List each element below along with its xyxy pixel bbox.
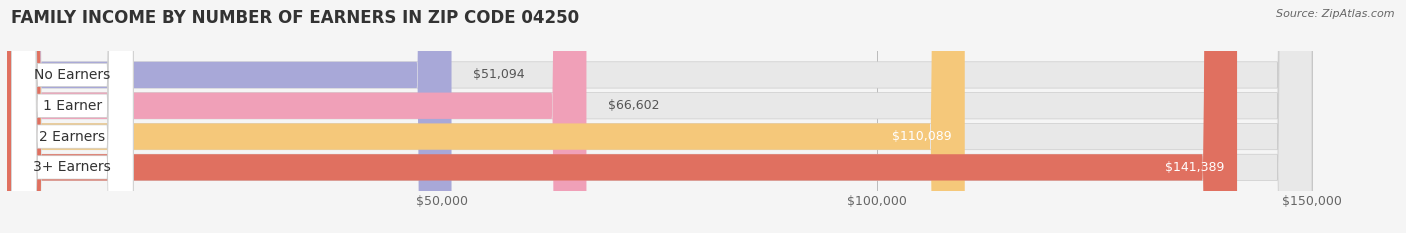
- Text: $141,389: $141,389: [1164, 161, 1225, 174]
- Text: 3+ Earners: 3+ Earners: [34, 160, 111, 174]
- Text: 2 Earners: 2 Earners: [39, 130, 105, 144]
- FancyBboxPatch shape: [7, 0, 1312, 233]
- Text: FAMILY INCOME BY NUMBER OF EARNERS IN ZIP CODE 04250: FAMILY INCOME BY NUMBER OF EARNERS IN ZI…: [11, 9, 579, 27]
- FancyBboxPatch shape: [7, 0, 1312, 233]
- FancyBboxPatch shape: [11, 0, 134, 233]
- FancyBboxPatch shape: [7, 0, 586, 233]
- Text: $110,089: $110,089: [891, 130, 952, 143]
- FancyBboxPatch shape: [7, 0, 965, 233]
- FancyBboxPatch shape: [11, 0, 134, 233]
- FancyBboxPatch shape: [7, 0, 1237, 233]
- Text: $51,094: $51,094: [474, 69, 524, 82]
- FancyBboxPatch shape: [11, 0, 134, 233]
- Text: Source: ZipAtlas.com: Source: ZipAtlas.com: [1277, 9, 1395, 19]
- Text: No Earners: No Earners: [34, 68, 111, 82]
- Text: $66,602: $66,602: [609, 99, 659, 112]
- FancyBboxPatch shape: [11, 0, 134, 233]
- Text: 1 Earner: 1 Earner: [42, 99, 101, 113]
- FancyBboxPatch shape: [7, 0, 451, 233]
- FancyBboxPatch shape: [7, 0, 1312, 233]
- FancyBboxPatch shape: [7, 0, 1312, 233]
